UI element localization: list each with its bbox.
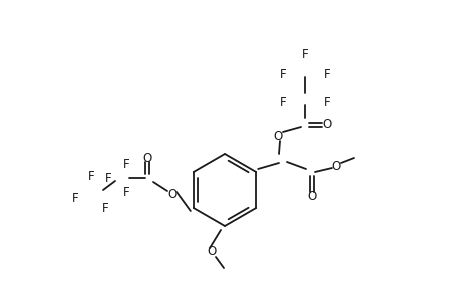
Text: F: F [88, 170, 94, 184]
Text: F: F [101, 202, 108, 215]
Text: F: F [279, 95, 285, 109]
Text: F: F [279, 68, 285, 80]
Text: F: F [301, 47, 308, 61]
Text: F: F [105, 172, 111, 184]
Text: F: F [123, 158, 129, 170]
Text: F: F [123, 185, 129, 199]
Text: O: O [322, 118, 331, 131]
Text: O: O [167, 188, 176, 202]
Text: O: O [207, 245, 216, 259]
Text: F: F [323, 68, 330, 80]
Text: F: F [72, 193, 78, 206]
Text: O: O [273, 130, 282, 142]
Text: O: O [307, 190, 316, 202]
Text: F: F [323, 95, 330, 109]
Text: O: O [142, 152, 151, 164]
Text: O: O [330, 160, 340, 172]
